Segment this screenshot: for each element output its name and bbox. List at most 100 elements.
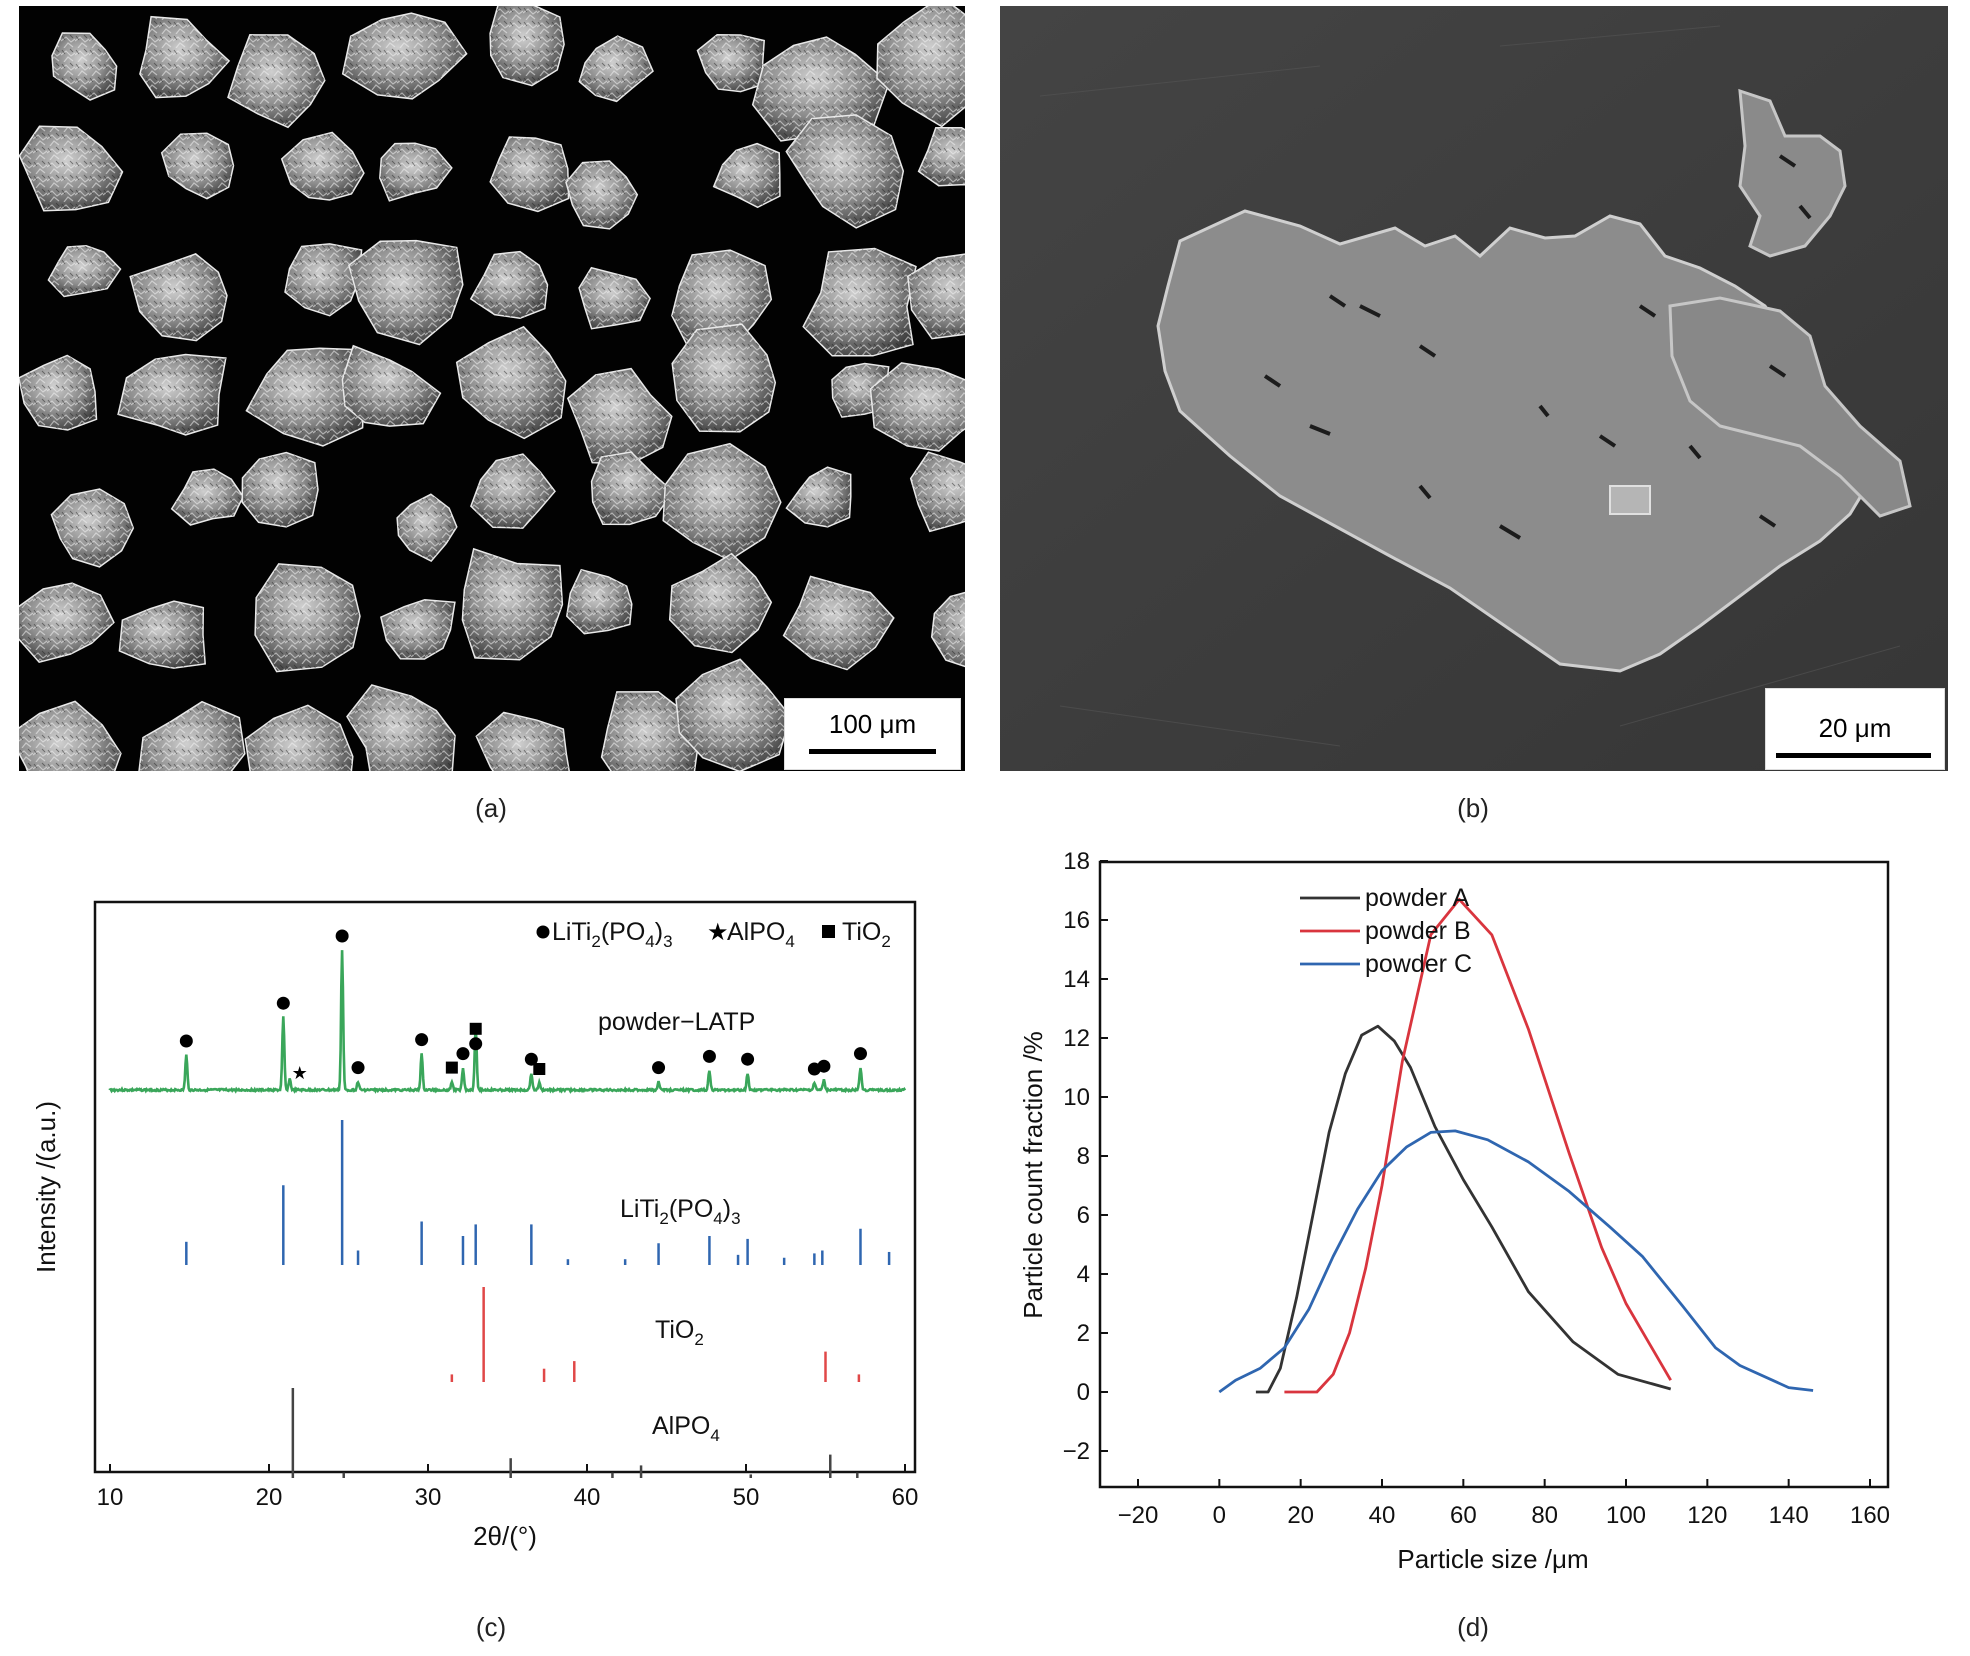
plot-frame xyxy=(93,900,917,1474)
particle-texture xyxy=(161,133,234,199)
y-tick-label: 16 xyxy=(1063,907,1090,934)
legend: powder A powder B powder C xyxy=(1300,884,1472,978)
pore xyxy=(1538,404,1550,418)
x-tick-label: 20 xyxy=(1287,1502,1314,1529)
scale-bar-label-b: 20 μm xyxy=(1818,713,1892,743)
peak-marker-circle xyxy=(415,1033,429,1047)
particle-texture xyxy=(119,601,206,669)
particle-texture xyxy=(567,368,672,464)
pore xyxy=(1418,484,1432,500)
x-tick-label: 120 xyxy=(1687,1502,1727,1529)
particle-texture xyxy=(462,548,563,660)
x-axis-label: Particle size /μm xyxy=(1397,1544,1588,1574)
particle-texture xyxy=(579,267,651,329)
y-tick-label: 2 xyxy=(1077,1320,1090,1347)
legend-label: powder C xyxy=(1365,950,1472,978)
particle-texture xyxy=(591,452,674,525)
pore xyxy=(1688,444,1702,460)
series-label-liti2po43: LiTi2(PO4)3 xyxy=(620,1195,741,1228)
peak-marker-circle xyxy=(276,996,290,1010)
pore xyxy=(1768,364,1787,378)
caption-d: (d) xyxy=(1457,1612,1489,1642)
y-tick-label: 14 xyxy=(1063,966,1090,993)
series-line xyxy=(1218,1129,1814,1394)
peak-marker-circle xyxy=(741,1052,755,1066)
peak-marker-circle xyxy=(456,1047,470,1061)
particle-texture xyxy=(347,685,455,771)
particle-texture xyxy=(19,701,121,771)
particle-texture xyxy=(48,245,121,297)
particle-texture xyxy=(490,137,569,212)
particle-texture xyxy=(52,33,117,100)
series-line xyxy=(1284,898,1672,1394)
sem-image-b: 20 μm xyxy=(1000,6,1948,771)
particle-texture xyxy=(380,599,455,659)
particle-texture xyxy=(663,443,781,561)
particle-texture xyxy=(786,467,851,527)
y-tick-label: 8 xyxy=(1077,1143,1090,1170)
particle-texture xyxy=(51,489,134,567)
pore xyxy=(1798,204,1812,220)
legend: LiTi2(PO4)3 ★ AlPO4 TiO2 xyxy=(536,918,891,951)
particle-texture xyxy=(228,34,325,128)
particle-texture xyxy=(19,583,114,663)
particle-texture xyxy=(255,563,360,672)
particle-texture xyxy=(669,553,772,653)
particle-texture xyxy=(285,243,362,316)
y-tick-label: 6 xyxy=(1077,1202,1090,1229)
particle-texture xyxy=(470,251,548,319)
legend-circle-icon xyxy=(536,925,550,939)
particle-texture xyxy=(877,6,965,127)
x-tick-label: 80 xyxy=(1531,1502,1558,1529)
particle-texture xyxy=(246,348,364,446)
y-tick-label: −2 xyxy=(1063,1438,1090,1465)
peak-marker-square xyxy=(445,1061,458,1074)
pore xyxy=(1758,514,1777,528)
particle-texture xyxy=(130,253,227,341)
x-tick-label: 100 xyxy=(1606,1502,1646,1529)
y-axis-label: Intensity /(a.u.) xyxy=(31,1101,61,1273)
plot-frame xyxy=(1098,860,1890,1489)
legend-label-tio2: TiO2 xyxy=(842,918,891,951)
peak-marker-circle xyxy=(853,1047,867,1061)
peak-marker-circle xyxy=(817,1059,831,1073)
y-tick-label: 12 xyxy=(1063,1025,1090,1052)
y-tick-label: 0 xyxy=(1077,1379,1090,1406)
particle-texture xyxy=(171,469,244,525)
particle-texture xyxy=(19,126,123,211)
particle-texture xyxy=(676,659,791,771)
sem-image-a: 100 μm xyxy=(19,6,965,771)
peak-marker-circle xyxy=(351,1061,365,1075)
legend-label: powder A xyxy=(1365,884,1470,912)
y-tick-label: 4 xyxy=(1077,1261,1090,1288)
particle-texture xyxy=(566,569,632,634)
particle-texture xyxy=(242,452,318,527)
peak-marker-circle xyxy=(469,1037,483,1051)
x-tick-label: 10 xyxy=(97,1484,124,1511)
particle-texture xyxy=(601,691,699,771)
peak-marker-circle xyxy=(652,1061,666,1075)
pore xyxy=(1263,374,1282,388)
particle-texture xyxy=(697,34,765,92)
powder-latp-pattern xyxy=(108,950,907,1095)
series-line xyxy=(1255,1024,1672,1394)
caption-a: (a) xyxy=(475,793,507,823)
particle-small-right xyxy=(1668,296,1912,518)
legend-star-icon: ★ xyxy=(707,919,729,946)
particle-texture xyxy=(931,592,965,667)
pore xyxy=(1778,154,1797,168)
legend-label: powder B xyxy=(1365,917,1471,945)
scale-bar-b: 20 μm xyxy=(1765,688,1945,770)
particle-texture xyxy=(672,324,776,432)
sem-particles xyxy=(19,6,965,771)
particle-texture xyxy=(470,454,555,529)
particle-texture xyxy=(19,355,97,430)
y-tick-label: 18 xyxy=(1063,848,1090,875)
caption-b: (b) xyxy=(1457,793,1489,823)
pore xyxy=(1309,424,1331,436)
xrd-chart: 10 20 30 40 50 60 ★ LiTi2(PO4)3 ★ AlPO4 TiO2 … xyxy=(31,900,918,1551)
legend-label-liti2po43: LiTi2(PO4)3 xyxy=(552,918,673,951)
legend-label-alpo4: AlPO4 xyxy=(727,918,795,951)
x-tick-label: 60 xyxy=(1450,1502,1477,1529)
particle-texture xyxy=(456,326,566,439)
